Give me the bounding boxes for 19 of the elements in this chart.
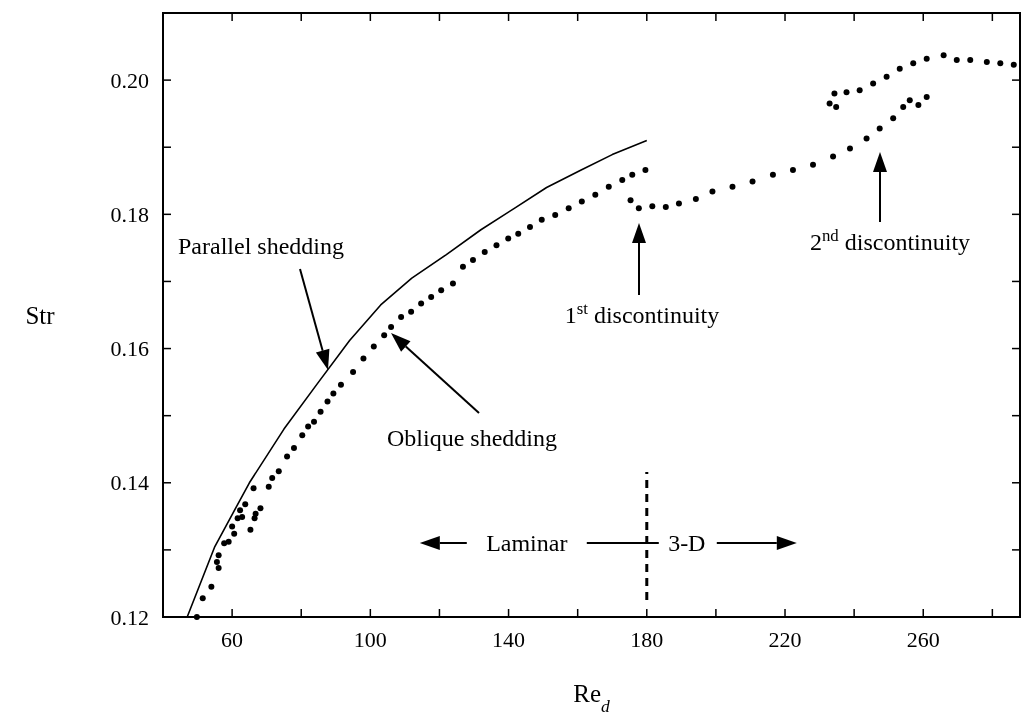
x-tick-label: 260	[906, 627, 940, 652]
annotation: 2$^{nd}$ discontinuity	[809, 225, 971, 255]
y-tick-label: 0.18	[110, 202, 149, 228]
x-tick-label: 100	[353, 627, 387, 652]
y-tick-label: 0.20	[110, 67, 149, 93]
y-tick-label: 0.12	[110, 604, 149, 630]
annotation: Laminar	[486, 530, 568, 557]
x-axis-title: Re$_{d}$	[573, 680, 611, 714]
x-tick-label: 60	[221, 627, 244, 652]
annotation: Parallel shedding	[178, 233, 344, 259]
annotation: 1$^{st}$ discontinuity	[564, 298, 720, 328]
annotation: Oblique shedding	[387, 425, 557, 451]
x-tick-label: 140	[492, 627, 526, 652]
y-tick-label: 0.16	[110, 336, 149, 362]
x-tick-label: 180	[630, 627, 664, 652]
y-tick-label: 0.14	[110, 470, 149, 496]
y-axis-title: Str	[25, 301, 56, 329]
annotation: 3-D	[668, 530, 706, 557]
x-tick-label: 220	[768, 627, 802, 652]
